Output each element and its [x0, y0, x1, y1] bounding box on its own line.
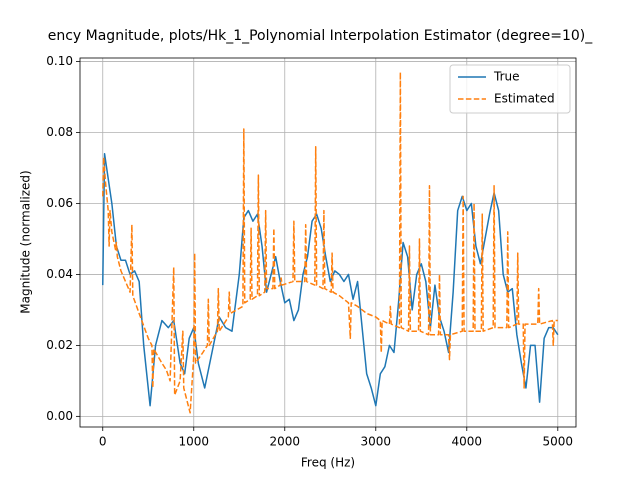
y-tick-label: 0.08 [46, 125, 73, 139]
x-tick-label: 3000 [361, 435, 392, 449]
y-tick-label: 0.06 [46, 196, 73, 210]
y-tick-label: 0.10 [46, 54, 73, 68]
x-tick-label: 2000 [269, 435, 300, 449]
y-tick-label: 0.00 [46, 409, 73, 423]
series-line [102, 71, 558, 414]
legend-label: True [493, 70, 520, 84]
series-line [102, 153, 559, 407]
y-tick-label: 0.04 [46, 267, 73, 281]
plot-frame [79, 57, 577, 428]
x-axis-label: Freq (Hz) [301, 456, 355, 470]
x-tick-label: 5000 [543, 435, 574, 449]
chart-title: ency Magnitude, plots/Hk_1_Polynomial In… [48, 28, 594, 44]
y-axis-label: Magnitude (normalized) [19, 170, 33, 313]
y-tick-label: 0.02 [46, 338, 73, 352]
legend-label: Estimated [494, 92, 555, 106]
x-tick-label: 4000 [452, 435, 483, 449]
x-tick-label: 0 [99, 435, 107, 449]
x-tick-label: 1000 [178, 435, 209, 449]
